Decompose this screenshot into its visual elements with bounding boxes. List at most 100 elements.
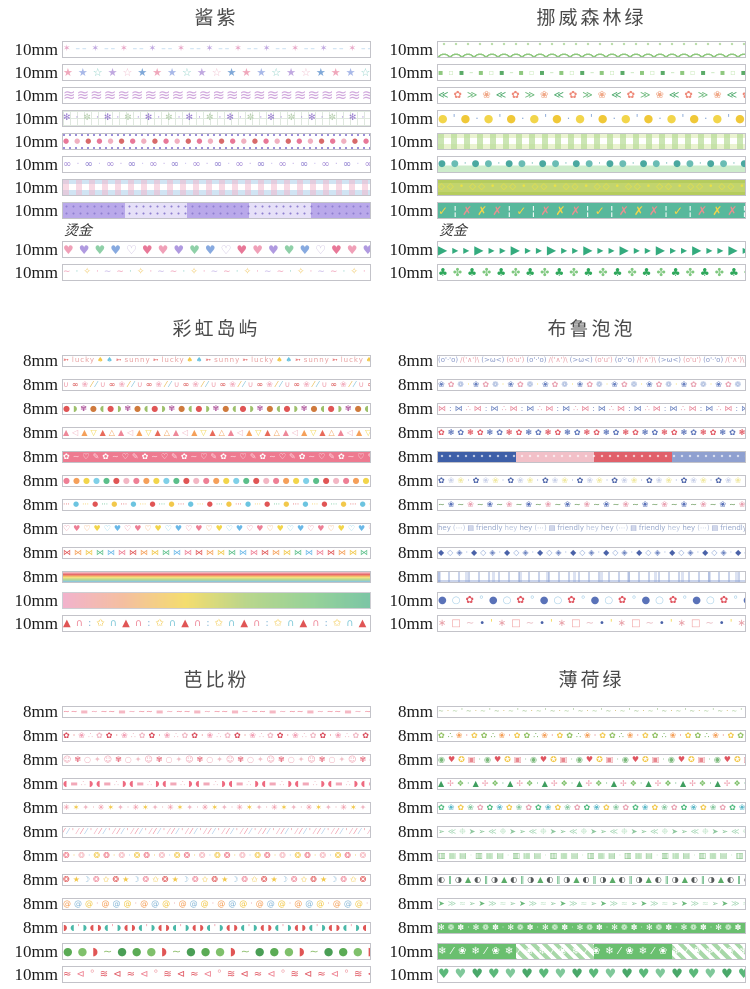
pattern-glyph: ❖: [595, 779, 603, 788]
pattern-glyph: ∼: [648, 707, 655, 715]
pattern-glyph: ': [218, 827, 221, 836]
pattern-glyph: ●: [215, 945, 227, 958]
pattern-glyph: ∞: [235, 159, 245, 170]
pattern-glyph: ❂: [143, 851, 151, 860]
pattern-glyph: ✿: [457, 428, 465, 437]
pattern-glyph: ◖: [124, 923, 129, 932]
pattern-glyph: ♥: [586, 755, 594, 764]
pattern-glyph: ◆: [669, 548, 676, 557]
pattern-glyph: ⁄: [154, 827, 156, 836]
pattern-glyph: ⋈: [151, 548, 160, 557]
tape-row: 8mm ▲◁▲▽▲△▲◁▲▽▲△▲◁▲▽▲△▲◁▲▽▲△▲◁▲▽▲△▲◁▲▽▲△…: [14, 424, 375, 441]
pattern-glyph: ◗: [294, 404, 299, 413]
pattern-glyph: ––: [76, 44, 89, 54]
pattern-glyph: ♥: [331, 243, 344, 257]
pattern-glyph: ⋯: [350, 500, 358, 508]
pattern-glyph: (o'·'o): [703, 356, 723, 364]
tape-group-section-4: 布鲁泡泡 8mm (o'·'o)/('∧')\(>ω<)(o'u')(o'·'o…: [375, 317, 750, 638]
pattern-glyph: ✿: [627, 90, 637, 101]
pattern-glyph: °: [530, 595, 537, 606]
pattern-glyph: ∴: [88, 731, 94, 740]
pattern-glyph: ❀: [598, 90, 608, 101]
pattern-glyph: ▲: [438, 779, 445, 788]
pattern-glyph: ◖: [362, 923, 367, 932]
pattern-glyph: ✿: [656, 380, 664, 389]
pattern-glyph: ⁄: [268, 827, 270, 836]
pattern-glyph: ◈: [555, 548, 562, 557]
pattern-glyph: ': [350, 923, 353, 932]
pattern-glyph: @: [74, 899, 83, 908]
pattern-glyph: ◇◇: [531, 182, 549, 192]
pattern-glyph: ✿: [277, 731, 285, 740]
pattern-glyph: ★: [369, 875, 371, 884]
pattern-glyph: ∼: [586, 618, 596, 629]
pattern-glyph: ∴: [576, 731, 582, 740]
pattern-glyph: ◈: [621, 548, 628, 557]
pattern-glyph: ▦: [449, 851, 458, 860]
tape-swatch-lace-scallop-blocks: [437, 451, 746, 463]
pattern-glyph: ▽: [200, 428, 207, 437]
pattern-glyph: ◑: [563, 875, 571, 884]
tape-size-label: 8mm: [14, 895, 62, 912]
pattern-glyph: ♣: [583, 266, 595, 279]
pattern-glyph: ∼∼: [327, 707, 342, 716]
pattern-glyph: ◗: [131, 923, 136, 932]
pattern-glyph: ▸: [463, 243, 471, 257]
pattern-glyph: ∞: [128, 159, 138, 170]
pattern-glyph: ❀: [155, 380, 163, 389]
pattern-glyph: ': [272, 827, 275, 836]
pattern-glyph: ●: [302, 500, 309, 508]
pattern-glyph: ◖: [262, 779, 267, 788]
pattern-glyph: ◑: [491, 875, 499, 884]
pattern-glyph: ✾: [278, 755, 286, 764]
pattern-glyph: ▬: [70, 779, 79, 788]
pattern-glyph: ·: [127, 803, 131, 812]
pattern-glyph: ·: [182, 267, 187, 277]
tape-swatch-lucky-arrows-spades: ➳lucky♠♠➳sunny➳lucky♠♠➳sunny➳lucky♠♠➳sun…: [62, 355, 371, 367]
pattern-glyph: ♥: [277, 524, 285, 533]
pattern-glyph: ⁄: [168, 827, 170, 836]
pattern-glyph: ✿: [191, 731, 199, 740]
pattern-glyph: ·: [161, 803, 165, 812]
tape-pattern-pink-cats-doodle: ∗□∼•'∗□∼•'∗□∼•'∗□∼•'∗□∼•'∗□∼•'∗□∼•'∗□∼•'…: [438, 619, 745, 629]
pattern-glyph: ≈: [127, 969, 137, 980]
pattern-glyph: ∴: [346, 779, 352, 788]
tape-pattern-red-fish-waves: ≈⊲°≋⊲≈⊲°≋⊲≈⊲°≋⊲≈⊲°≋⊲≈⊲°≋⊲≈⊲°≋⊲≈⊲°≋⊲≈⊲°≋⊲…: [63, 970, 370, 980]
pattern-glyph: ∗: [498, 618, 508, 629]
pattern-glyph: ∴: [312, 779, 318, 788]
pattern-glyph: ❀: [725, 476, 733, 485]
pattern-glyph: ◖: [158, 923, 163, 932]
pattern-glyph: ●: [341, 137, 349, 145]
pattern-glyph: ▬: [269, 707, 278, 716]
pattern-glyph: ✤: [598, 266, 609, 279]
tape-size-label: 10mm: [14, 87, 62, 104]
tape-pattern-olive-diamond-band: ◇◇•◇◇•◇◇•◇◇•◇◇•◇◇•◇◇•◇◇•◇◇•◇◇•◇◇•◇◇•◇◇•◇…: [438, 183, 745, 192]
pattern-glyph: ◖: [260, 923, 265, 932]
tape-size-label: 10mm: [389, 41, 437, 58]
pattern-glyph: ○: [706, 595, 717, 606]
pattern-glyph: ○: [328, 755, 336, 764]
pattern-glyph: ●: [307, 137, 315, 145]
pattern-glyph: ∩: [110, 618, 119, 629]
pattern-glyph: ➢: [509, 899, 517, 908]
pattern-glyph: @: [305, 899, 314, 908]
pattern-glyph: ●: [333, 476, 341, 485]
pattern-glyph: ☺: [348, 755, 357, 764]
pattern-glyph: ≪: [496, 90, 508, 101]
pattern-glyph: ⋈: [118, 548, 127, 557]
pattern-glyph: ✿: [465, 595, 475, 606]
pattern-glyph: ❀: [456, 731, 464, 740]
pattern-glyph: ◖: [172, 923, 177, 932]
pattern-glyph: ♥: [299, 243, 312, 257]
pattern-glyph: ●: [673, 159, 683, 169]
pattern-glyph: ⁄: [205, 827, 207, 836]
pattern-glyph: ': [498, 112, 503, 125]
pattern-glyph: ❀: [719, 500, 727, 509]
pattern-glyph: ·: [259, 113, 264, 123]
pattern-glyph: ▲: [173, 428, 180, 437]
tape-pattern-kaomoji-faces: (o'·'o)/('∧')\(>ω<)(o'u')(o'·'o)/('∧')\(…: [438, 357, 745, 364]
pattern-glyph: ◆: [636, 548, 643, 557]
pattern-glyph: ●: [472, 159, 482, 169]
pattern-glyph: ≫: [698, 90, 710, 101]
tape-size-label: 8mm: [389, 424, 437, 441]
